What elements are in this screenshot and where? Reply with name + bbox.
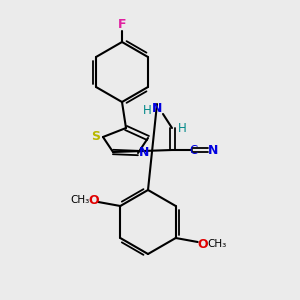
Text: CH₃: CH₃ [207,239,226,249]
Text: H: H [178,122,186,134]
Text: F: F [118,19,126,32]
Text: N: N [139,146,149,160]
Text: C: C [190,145,198,158]
Text: H: H [142,103,152,116]
Text: CH₃: CH₃ [71,195,90,205]
Text: S: S [92,130,100,142]
Text: N: N [152,103,162,116]
Text: O: O [197,238,208,250]
Text: O: O [88,194,99,206]
Text: N: N [208,145,218,158]
